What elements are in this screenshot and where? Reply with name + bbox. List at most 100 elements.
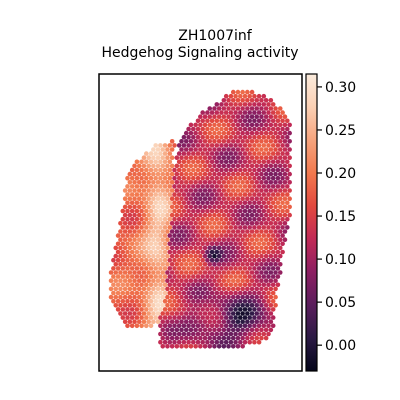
spot: [168, 176, 173, 181]
spot: [229, 110, 234, 115]
spot: [231, 270, 236, 275]
spot: [271, 291, 276, 296]
spot: [264, 147, 269, 152]
spot: [259, 287, 264, 292]
spot: [210, 274, 215, 279]
spot: [259, 237, 264, 242]
spot: [184, 188, 189, 193]
spot: [250, 254, 255, 259]
spot: [262, 324, 267, 329]
spot: [210, 315, 215, 320]
spot: [252, 176, 257, 181]
spot: [250, 328, 255, 333]
spot: [219, 266, 224, 271]
spot: [203, 254, 208, 259]
spot: [243, 94, 248, 99]
spot: [203, 246, 208, 251]
spot: [243, 168, 248, 173]
spot: [236, 278, 241, 283]
spot: [205, 184, 210, 189]
spot: [179, 180, 184, 185]
spot: [259, 303, 264, 308]
spot: [224, 160, 229, 165]
spot: [130, 299, 135, 304]
spot: [163, 225, 168, 230]
spot: [243, 110, 248, 115]
spot: [287, 139, 292, 144]
spot: [222, 172, 227, 177]
spot: [215, 110, 220, 115]
spot: [287, 147, 292, 152]
spot: [266, 143, 271, 148]
spot: [215, 291, 220, 296]
spot: [198, 172, 203, 177]
spot: [236, 246, 241, 251]
spot: [205, 258, 210, 263]
spot: [198, 114, 203, 119]
spot: [245, 155, 250, 160]
spot: [146, 295, 151, 300]
spot: [212, 262, 217, 267]
spot: [196, 266, 201, 271]
spot: [168, 160, 173, 165]
spot: [219, 119, 224, 124]
spot: [139, 233, 144, 238]
spot: [156, 278, 161, 283]
spot: [144, 233, 149, 238]
spot: [165, 328, 170, 333]
spot: [254, 278, 259, 283]
spot: [250, 295, 255, 300]
spot: [139, 291, 144, 296]
spot: [168, 151, 173, 156]
spot: [165, 319, 170, 324]
spot: [163, 332, 168, 337]
spot: [217, 262, 222, 267]
spot: [168, 315, 173, 320]
spot: [196, 209, 201, 214]
spot: [130, 291, 135, 296]
spot: [280, 127, 285, 132]
spot: [266, 102, 271, 107]
spot: [200, 201, 205, 206]
spot: [153, 258, 158, 263]
spot: [163, 209, 168, 214]
chart-subtitle: Hedgehog Signaling activity: [101, 45, 298, 61]
spot: [215, 143, 220, 148]
spot: [193, 336, 198, 341]
spot: [170, 254, 175, 259]
spot: [231, 155, 236, 160]
spot: [205, 315, 210, 320]
spot: [266, 242, 271, 247]
spot: [182, 151, 187, 156]
spot: [247, 340, 252, 345]
spot: [285, 119, 290, 124]
spot: [177, 340, 182, 345]
spot: [168, 324, 173, 329]
spot: [139, 299, 144, 304]
spot: [250, 188, 255, 193]
spot: [113, 270, 118, 275]
spot: [219, 110, 224, 115]
spot: [146, 262, 151, 267]
spot: [198, 229, 203, 234]
spot: [196, 176, 201, 181]
spot: [233, 168, 238, 173]
spot: [259, 106, 264, 111]
spot: [219, 225, 224, 230]
colorbar-ticks: 0.000.050.100.150.200.250.30: [317, 80, 356, 354]
spot: [121, 299, 126, 304]
spot: [172, 258, 177, 263]
spot: [179, 270, 184, 275]
spot: [280, 242, 285, 247]
spot: [240, 319, 245, 324]
spot: [160, 188, 165, 193]
spot: [205, 250, 210, 255]
spot: [226, 344, 231, 349]
spot: [219, 274, 224, 279]
spot: [229, 127, 234, 132]
spot: [252, 324, 257, 329]
spot: [168, 307, 173, 312]
spot: [130, 225, 135, 230]
spot: [132, 221, 137, 226]
spot: [231, 114, 236, 119]
